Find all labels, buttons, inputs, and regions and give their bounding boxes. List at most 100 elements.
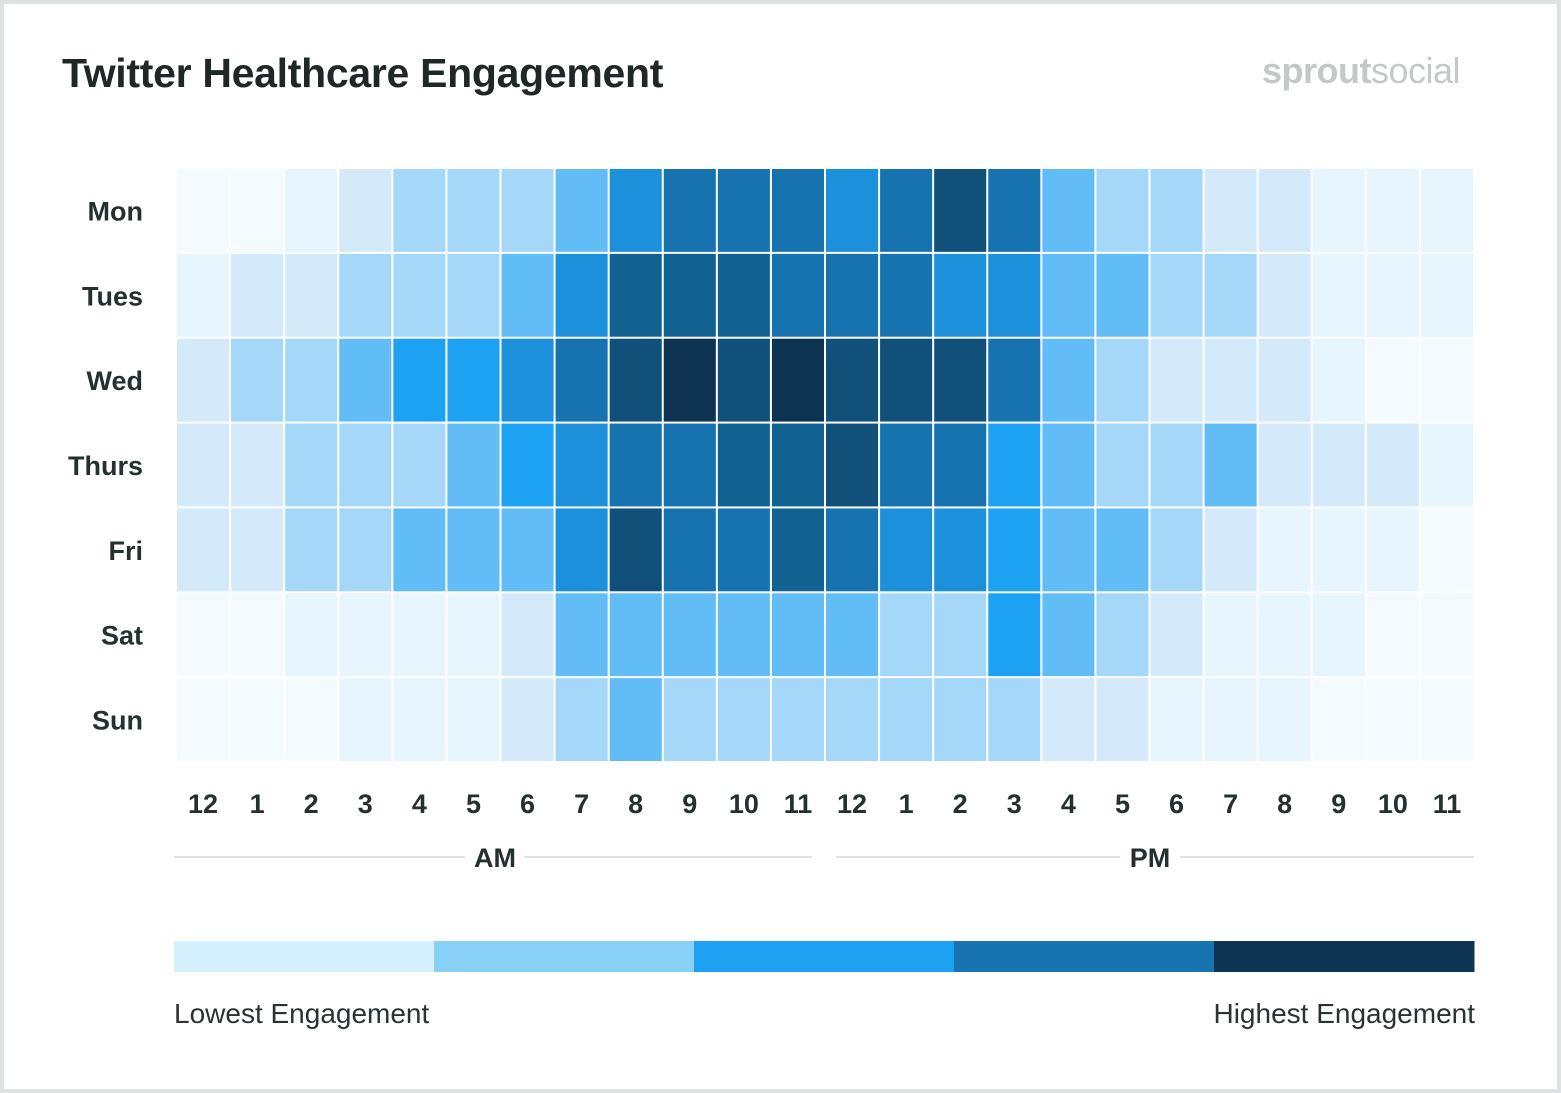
- heatmap-cell-sun-18: [1150, 678, 1203, 761]
- heatmap-cell-fri-13: [880, 508, 933, 592]
- heatmap-cell-thurs-21: [1312, 423, 1365, 507]
- heatmap-cell-mon-18: [1150, 169, 1203, 252]
- heatmap-cell-wed-7: [555, 338, 608, 422]
- heatmap-cell-tues-17: [1096, 253, 1149, 337]
- heatmap-cell-mon-10: [717, 169, 770, 252]
- heatmap-cell-sun-16: [1042, 678, 1095, 761]
- heatmap-cell-tues-20: [1258, 253, 1311, 337]
- hour-label: 10: [1378, 789, 1408, 819]
- heatmap-cell-mon-1: [231, 169, 284, 252]
- heatmap-cell-mon-2: [285, 169, 338, 252]
- heatmap-cell-wed-20: [1258, 338, 1311, 422]
- heatmap-cell-thurs-23: [1420, 423, 1473, 507]
- period-label-pm: PM: [1130, 843, 1171, 873]
- heatmap-cell-tues-11: [771, 253, 824, 337]
- chart-title: Twitter Healthcare Engagement: [62, 50, 664, 96]
- heatmap-cell-thurs-15: [988, 423, 1041, 507]
- heatmap-cell-fri-16: [1042, 508, 1095, 592]
- hour-label: 7: [1223, 789, 1238, 819]
- heatmap-cell-thurs-20: [1258, 423, 1311, 507]
- heatmap-cell-sat-0: [177, 593, 230, 677]
- heatmap-cell-wed-17: [1096, 338, 1149, 422]
- heatmap-cell-sun-17: [1096, 678, 1149, 761]
- heatmap-cell-sat-12: [826, 593, 879, 677]
- hour-label: 12: [188, 789, 218, 819]
- heatmap-cell-sat-17: [1096, 593, 1149, 677]
- heatmap-cell-sun-10: [717, 678, 770, 761]
- heatmap-cell-sat-21: [1312, 593, 1365, 677]
- heatmap-cell-tues-9: [663, 253, 716, 337]
- heatmap-cell-wed-21: [1312, 338, 1365, 422]
- heatmap-cell-mon-4: [393, 169, 446, 252]
- heatmap-cell-mon-3: [339, 169, 392, 252]
- heatmap-cell-thurs-19: [1204, 423, 1257, 507]
- heatmap-cell-thurs-11: [771, 423, 824, 507]
- heatmap-cell-thurs-18: [1150, 423, 1203, 507]
- logo-social-text: social: [1371, 50, 1461, 91]
- day-labels: Mon Tues Wed Thurs Fri Sat Sun: [68, 196, 143, 735]
- heatmap-cell-fri-18: [1150, 508, 1203, 592]
- heatmap-cell-sat-10: [717, 593, 770, 677]
- heatmap-cell-mon-9: [663, 169, 716, 252]
- legend-swatch-3: [954, 941, 1215, 972]
- hour-label: 8: [1277, 789, 1292, 819]
- heatmap-cell-mon-13: [880, 169, 933, 252]
- heatmap-cell-wed-15: [988, 338, 1041, 422]
- heatmap-cell-wed-13: [880, 338, 933, 422]
- heatmap-cell-tues-8: [609, 253, 662, 337]
- hour-label: 10: [729, 789, 759, 819]
- heatmap-cell-thurs-4: [393, 423, 446, 507]
- heatmap-cell-sat-9: [663, 593, 716, 677]
- heatmap-cell-wed-3: [339, 338, 392, 422]
- heatmap-cell-tues-12: [826, 253, 879, 337]
- heatmap-cell-wed-8: [609, 338, 662, 422]
- heatmap-cell-tues-15: [988, 253, 1041, 337]
- legend-swatch-2: [694, 941, 955, 972]
- heatmap-cell-sat-16: [1042, 593, 1095, 677]
- heatmap-cell-thurs-14: [934, 423, 987, 507]
- heatmap-cell-tues-1: [231, 253, 284, 337]
- heatmap-cell-sat-20: [1258, 593, 1311, 677]
- heatmap-cell-wed-23: [1420, 338, 1473, 422]
- legend-swatch-1: [434, 941, 695, 972]
- heatmap-cell-mon-17: [1096, 169, 1149, 252]
- heatmap-cell-wed-22: [1366, 338, 1419, 422]
- heatmap-cell-sun-13: [880, 678, 933, 761]
- heatmap-cell-mon-7: [555, 169, 608, 252]
- heatmap-cell-sat-4: [393, 593, 446, 677]
- heatmap-cell-sun-19: [1204, 678, 1257, 761]
- day-label-tues: Tues: [82, 281, 143, 311]
- heatmap-cell-thurs-17: [1096, 423, 1149, 507]
- heatmap-cell-wed-0: [177, 338, 230, 422]
- period-label-am: AM: [474, 843, 516, 873]
- heatmap-cell-sat-23: [1420, 593, 1473, 677]
- heatmap-cell-mon-21: [1312, 169, 1365, 252]
- hour-labels: 12 1 2 3 4 5 6 7 8 9 10 11 12 1 2 3 4 5 6 7 8 9 10 11: [188, 789, 1461, 819]
- heatmap-cell-sat-2: [285, 593, 338, 677]
- heatmap-cell-mon-12: [826, 169, 879, 252]
- heatmap-cell-wed-16: [1042, 338, 1095, 422]
- heatmap-cell-thurs-22: [1366, 423, 1419, 507]
- heatmap-cell-wed-6: [501, 338, 554, 422]
- sproutsocial-logo: sproutsocial: [1262, 50, 1461, 92]
- heatmap-cell-sat-15: [988, 593, 1041, 677]
- hour-label: 8: [628, 789, 643, 819]
- heatmap-cell-fri-11: [771, 508, 824, 592]
- heatmap-cell-thurs-8: [609, 423, 662, 507]
- legend-swatch-4: [1214, 941, 1475, 972]
- heatmap-cell-fri-22: [1366, 508, 1419, 592]
- heatmap-cell-mon-0: [177, 169, 230, 252]
- hour-label: 9: [1331, 789, 1346, 819]
- heatmap-cell-fri-14: [934, 508, 987, 592]
- period-labels: AM PM: [174, 843, 1474, 873]
- heatmap-cell-sun-7: [555, 678, 608, 761]
- heatmap-cell-fri-17: [1096, 508, 1149, 592]
- heatmap-cell-fri-2: [285, 508, 338, 592]
- heatmap-cell-tues-10: [717, 253, 770, 337]
- heatmap-cell-sun-23: [1420, 678, 1473, 761]
- heatmap-cell-mon-11: [771, 169, 824, 252]
- heatmap-cell-wed-19: [1204, 338, 1257, 422]
- hour-label: 5: [466, 789, 481, 819]
- heatmap-cell-sun-8: [609, 678, 662, 761]
